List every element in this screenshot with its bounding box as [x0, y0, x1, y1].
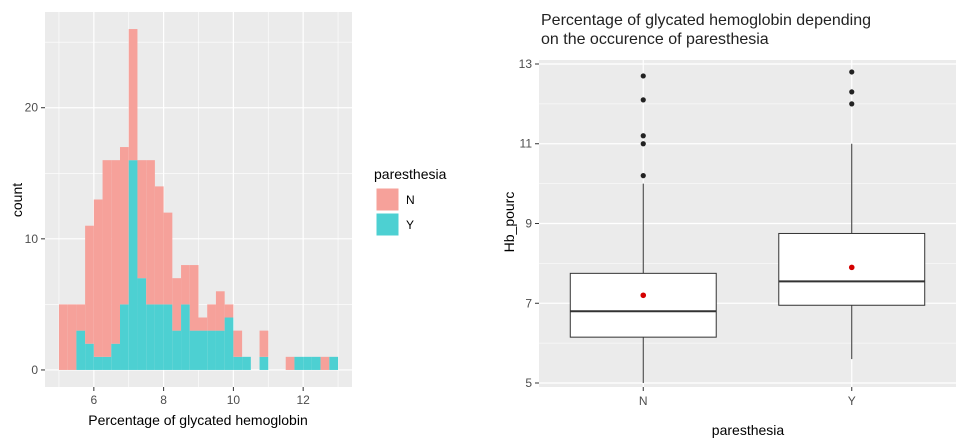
histogram-bar-n	[76, 304, 86, 331]
histogram-bar-y	[294, 356, 304, 370]
histogram-bar-y	[233, 356, 243, 370]
boxplot-y-axis-label: Hb_pourc	[501, 192, 517, 253]
histogram-x-ticks: 6 8 10 12	[90, 387, 310, 407]
histogram-bar-y	[215, 330, 225, 370]
outlier-point	[640, 133, 646, 139]
legend-key-n	[375, 187, 400, 212]
histogram-bar-y	[181, 304, 190, 370]
histogram-y-axis-label: count	[9, 183, 25, 217]
mean-point	[640, 292, 647, 299]
y-tick-label: 13	[519, 57, 533, 71]
histogram-bar-n	[181, 265, 190, 305]
outlier-point	[849, 101, 855, 107]
outlier-point	[849, 89, 855, 95]
histogram-bar-n	[102, 160, 112, 357]
outlier-point	[849, 69, 855, 75]
histogram-bar-n	[120, 147, 129, 305]
histogram-bar-y	[93, 356, 103, 370]
outlier-point	[640, 173, 646, 179]
x-tick-label: Y	[848, 394, 856, 408]
histogram-bar-n	[320, 356, 330, 370]
histogram-legend: paresthesia N Y	[374, 166, 447, 237]
x-tick-label: 12	[296, 393, 310, 407]
histogram-bar-n	[128, 29, 138, 161]
boxplot-boxes	[569, 69, 926, 384]
histogram-bar-n	[215, 291, 225, 331]
legend-key-y	[375, 212, 400, 237]
histogram-bar-y	[259, 356, 269, 370]
histogram-bar-n	[172, 278, 182, 331]
outlier-point	[640, 73, 646, 79]
y-tick-label: 5	[525, 376, 532, 390]
histogram-y-ticks: 0 10 20	[25, 101, 45, 377]
histogram-bar-n	[285, 356, 295, 370]
mean-point	[848, 264, 855, 271]
histogram-bar-y	[224, 317, 234, 370]
histogram-bar-y	[172, 330, 182, 370]
y-tick-label: 10	[25, 232, 39, 246]
y-tick-label: 9	[525, 217, 532, 231]
y-tick-label: 20	[25, 101, 39, 115]
boxplot-y-ticks: 5 7 9 11 13	[519, 57, 539, 390]
histogram-bar-n	[189, 265, 199, 331]
histogram-bar-y	[128, 160, 138, 370]
histogram-bar-n	[259, 330, 269, 357]
x-tick-label: 8	[160, 393, 167, 407]
legend-label-y: Y	[406, 218, 414, 232]
boxplot-title: Percentage of glycated hemoglobin depend…	[541, 12, 875, 48]
x-tick-label: 10	[227, 393, 241, 407]
y-tick-label: 7	[525, 296, 532, 310]
outlier-point	[640, 97, 646, 103]
legend-label-n: N	[406, 193, 415, 207]
histogram-bar-y	[329, 356, 339, 370]
box-iqr	[569, 272, 717, 338]
histogram-x-axis-label: Percentage of glycated hemoglobin	[88, 412, 307, 428]
histogram-bar-y	[189, 330, 199, 370]
histogram-bar-n	[137, 160, 147, 279]
y-tick-label: 11	[520, 137, 533, 151]
boxplot-title-line-2: on the occurence of paresthesia	[541, 31, 769, 48]
histogram-bar-n	[85, 225, 94, 344]
x-tick-label: 6	[90, 393, 97, 407]
histogram-bar-n	[154, 186, 164, 305]
histogram-bar-y	[242, 356, 251, 370]
histogram-bar-y	[303, 356, 312, 370]
y-tick-label: 0	[31, 363, 38, 377]
x-tick-label: N	[639, 394, 648, 408]
histogram-bar-y	[207, 330, 216, 370]
histogram-bar-y	[198, 330, 208, 370]
histogram-bar-n	[58, 304, 68, 370]
histogram-bar-n	[198, 317, 208, 331]
histogram-bar-n	[146, 160, 155, 305]
histogram-bar-n	[111, 160, 121, 344]
legend-title: paresthesia	[374, 166, 447, 182]
histogram-bar-n	[224, 304, 234, 318]
histogram-bar-n	[233, 330, 243, 357]
histogram-bar-y	[137, 278, 147, 370]
histogram-bar-y	[146, 304, 155, 370]
histogram-bar-n	[163, 212, 173, 305]
histogram-bar-n	[207, 304, 216, 331]
histogram-chart: 0 10 20 6 8 10 12 Percentage of glycated hemo…	[9, 12, 447, 428]
histogram-bars	[58, 29, 339, 370]
histogram-bar-y	[120, 304, 129, 370]
histogram-bar-y	[76, 330, 86, 370]
histogram-bar-n	[93, 199, 103, 357]
outlier-point	[640, 141, 646, 147]
histogram-bar-y	[111, 343, 121, 370]
boxplot-title-line-1: Percentage of glycated hemoglobin depend…	[541, 12, 871, 29]
histogram-bar-y	[85, 343, 94, 370]
histogram-bar-y	[102, 356, 112, 370]
boxplot-chart: Percentage of glycated hemoglobin depend…	[501, 12, 956, 438]
box-n	[569, 73, 717, 384]
histogram-bar-y	[154, 304, 164, 370]
histogram-bar-y	[163, 304, 173, 370]
histogram-bar-n	[67, 304, 77, 370]
boxplot-x-axis-label: paresthesia	[712, 422, 785, 438]
box-y	[778, 69, 926, 360]
histogram-bar-y	[311, 356, 321, 370]
